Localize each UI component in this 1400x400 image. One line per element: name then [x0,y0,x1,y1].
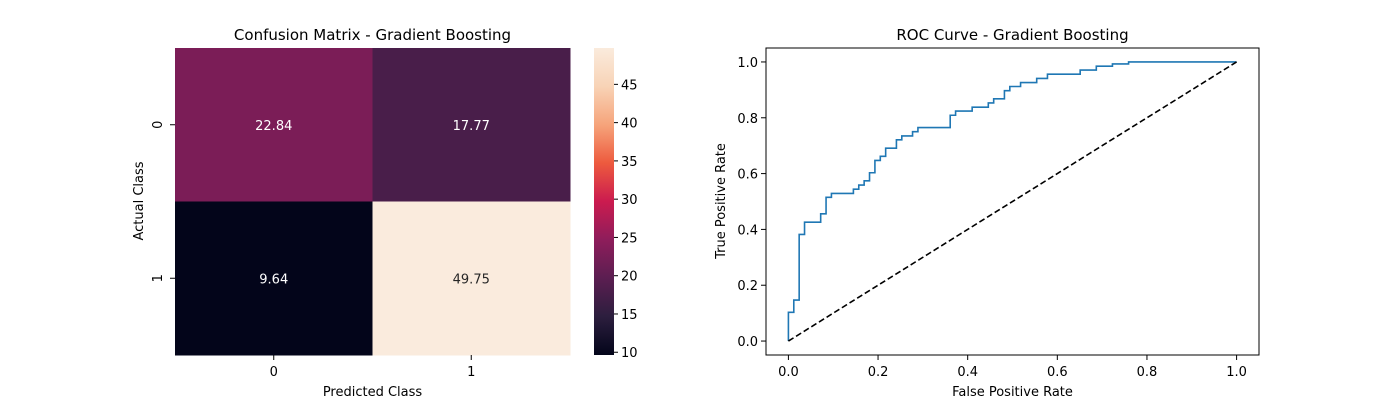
roc-x-axis-label: False Positive Rate [952,385,1073,400]
roc-curve-line [787,61,1237,342]
colorbar-bar [594,48,614,355]
heatmap-cell [175,48,373,202]
colorbar-tick-label: 35 [621,155,638,170]
colorbar-tick-label: 25 [621,231,638,246]
heatmap-y-ticks: 01 [151,121,175,282]
heatmap-y-tick-label: 0 [151,121,166,129]
heatmap-y-axis-label: Actual Class [132,161,147,240]
roc-y-tick-label: 0.2 [737,279,758,294]
heatmap-value-label: 17.77 [453,119,490,134]
heatmap-x-tick-label: 1 [467,365,475,380]
heatmap-cell [372,48,571,202]
roc-y-axis-label: True Positive Rate [714,143,729,260]
colorbar: 10 15 20 25 30 35 40 45 [594,48,638,361]
roc-y-tick-label: 0.6 [737,168,758,183]
roc-y-tick-label: 1.0 [737,56,758,71]
heatmap-value-labels: 22.84 17.77 9.64 49.75 [255,119,490,288]
heatmap-value-label: 49.75 [453,272,490,287]
colorbar-tick-label: 10 [621,346,638,361]
heatmap-cell [372,201,571,356]
roc-x-tick-label: 0.8 [1137,365,1158,380]
roc-lines [787,61,1238,342]
heatmap-cell [175,201,373,356]
heatmap-value-label: 9.64 [259,272,288,287]
confusion-matrix-panel: Confusion Matrix - Gradient Boosting 22.… [132,26,571,400]
colorbar-tick-label: 20 [621,270,638,285]
roc-y-tick-label: 0.8 [737,112,758,127]
roc-x-tick-label: 0.4 [957,365,978,380]
heatmap-title: Confusion Matrix - Gradient Boosting [234,26,511,44]
heatmap-x-axis-label: Predicted Class [323,385,423,400]
colorbar-tick-label: 30 [621,193,638,208]
heatmap-cells [175,48,571,356]
colorbar-ticks: 10 15 20 25 30 35 40 45 [614,78,638,361]
heatmap-x-tick-label: 0 [270,365,278,380]
roc-y-tick-label: 0.0 [737,335,758,350]
roc-y-tick-label: 0.4 [737,223,758,238]
roc-x-tick-label: 0.0 [778,365,799,380]
roc-x-tick-label: 1.0 [1226,365,1247,380]
roc-y-ticks: 0.0 0.2 0.4 0.6 0.8 1.0 [737,56,766,350]
heatmap-value-label: 22.84 [255,119,292,134]
roc-x-tick-label: 0.6 [1047,365,1068,380]
colorbar-tick-label: 40 [621,117,638,132]
roc-curve-panel: ROC Curve - Gradient Boosting 0.0 0.2 0.4 0… [714,26,1260,400]
colorbar-tick-label: 45 [621,78,638,93]
colorbar-tick-label: 15 [621,308,638,323]
roc-chance-line [787,61,1238,342]
roc-title: ROC Curve - Gradient Boosting [896,26,1128,44]
heatmap-y-tick-label: 1 [151,274,166,282]
roc-x-tick-label: 0.2 [868,365,889,380]
roc-axes-frame [765,47,1260,356]
roc-x-ticks: 0.0 0.2 0.4 0.6 0.8 1.0 [778,355,1247,380]
